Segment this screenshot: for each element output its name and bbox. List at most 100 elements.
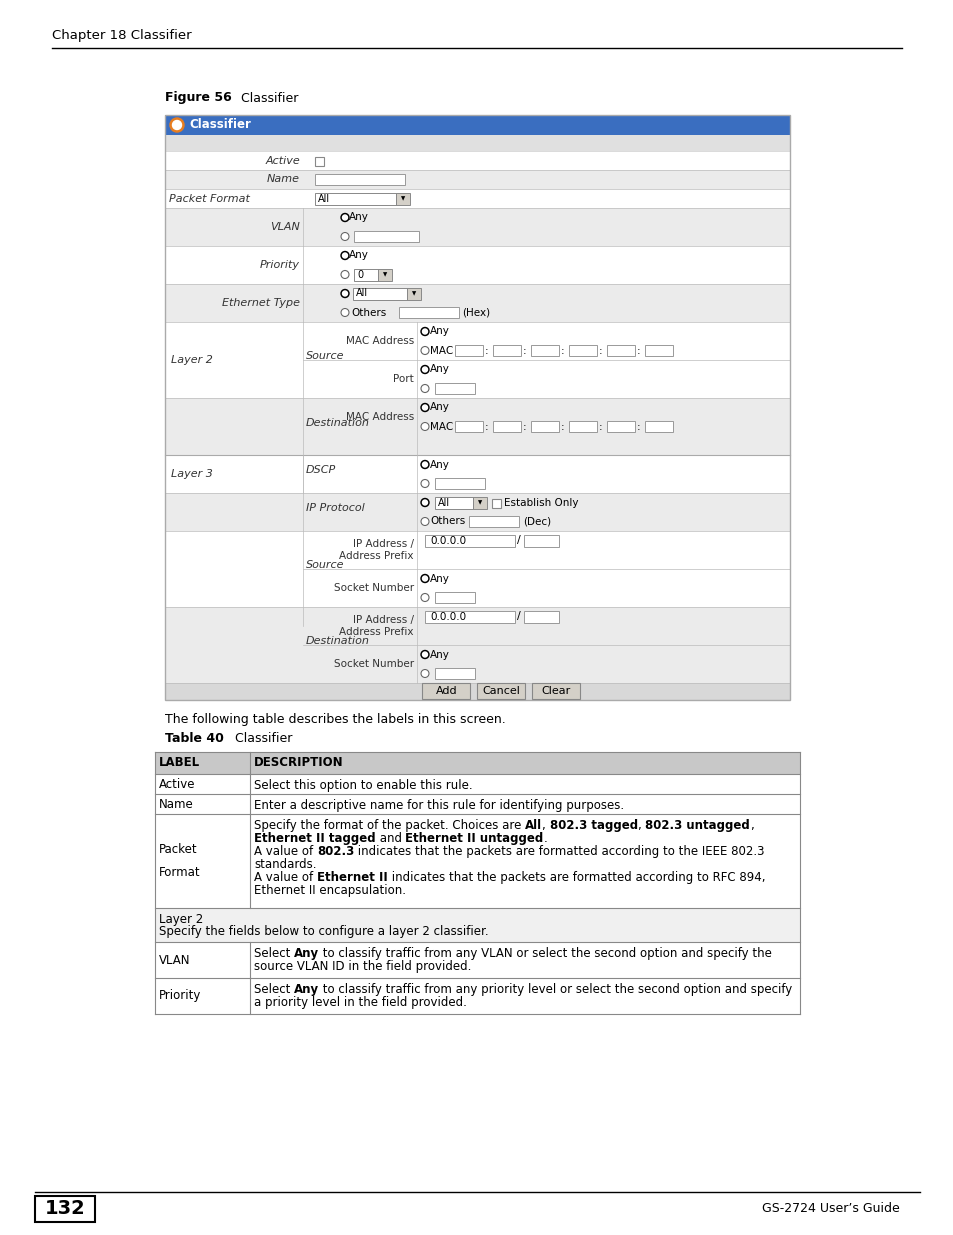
Text: ▼: ▼ — [412, 291, 416, 296]
Bar — [314, 157, 324, 165]
Text: 132: 132 — [45, 1199, 85, 1219]
Text: All: All — [524, 819, 541, 832]
Text: Any: Any — [430, 403, 450, 412]
Bar — [435, 478, 484, 489]
Text: Socket Number: Socket Number — [334, 583, 414, 593]
Bar — [165, 493, 789, 531]
Circle shape — [342, 215, 347, 220]
Circle shape — [340, 252, 349, 259]
Text: Any: Any — [430, 573, 450, 583]
Text: DESCRIPTION: DESCRIPTION — [253, 757, 343, 769]
Text: MAC Address: MAC Address — [345, 412, 414, 422]
Text: VLAN: VLAN — [270, 222, 299, 232]
Text: Others: Others — [351, 308, 386, 317]
Bar — [644, 345, 672, 356]
Bar — [314, 157, 324, 165]
Text: :: : — [484, 421, 488, 431]
Bar — [154, 774, 800, 794]
Text: :: : — [484, 346, 488, 356]
Text: Clear: Clear — [541, 687, 571, 697]
Text: 0: 0 — [356, 269, 363, 279]
Bar — [154, 752, 800, 774]
Bar — [435, 478, 484, 489]
Bar — [455, 420, 482, 431]
Text: Destination: Destination — [306, 636, 370, 646]
Text: 0.0.0.0: 0.0.0.0 — [430, 536, 466, 546]
Text: IP Address /
Address Prefix: IP Address / Address Prefix — [339, 615, 414, 637]
Text: IP Address /
Address Prefix: IP Address / Address Prefix — [339, 540, 414, 561]
Bar — [469, 515, 518, 526]
Bar — [165, 284, 789, 322]
Bar — [435, 667, 475, 678]
Text: Port: Port — [393, 374, 414, 384]
Text: A value of: A value of — [253, 871, 316, 884]
Bar — [424, 535, 515, 547]
Text: ▼: ▼ — [382, 272, 387, 277]
Bar — [435, 496, 473, 509]
Text: .: . — [543, 832, 547, 845]
Text: ,: , — [749, 819, 753, 832]
Circle shape — [420, 366, 429, 373]
Text: MAC: MAC — [430, 346, 453, 356]
Bar — [353, 288, 407, 300]
Text: /: / — [517, 536, 520, 546]
Text: DSCP: DSCP — [306, 466, 335, 475]
Text: GS-2724 User’s Guide: GS-2724 User’s Guide — [761, 1203, 899, 1215]
Circle shape — [420, 594, 429, 601]
Circle shape — [420, 461, 429, 468]
Text: Name: Name — [159, 798, 193, 810]
Bar — [644, 420, 672, 431]
Bar — [154, 794, 800, 814]
Bar — [477, 683, 525, 699]
Text: and: and — [375, 832, 405, 845]
Text: Classifier: Classifier — [233, 91, 298, 105]
Text: Packet Format: Packet Format — [169, 194, 250, 204]
Text: LABEL: LABEL — [159, 757, 200, 769]
Bar — [165, 135, 789, 151]
Bar — [424, 610, 515, 622]
Circle shape — [340, 289, 349, 298]
Text: standards.: standards. — [253, 858, 316, 871]
Bar — [455, 345, 482, 356]
Bar — [165, 398, 789, 454]
Bar — [531, 420, 558, 431]
Bar — [165, 115, 789, 135]
Text: Layer 2: Layer 2 — [171, 354, 213, 366]
Text: Any: Any — [430, 459, 450, 469]
Text: Name: Name — [267, 174, 299, 184]
Text: ▼: ▼ — [477, 500, 481, 505]
Text: a priority level in the field provided.: a priority level in the field provided. — [253, 995, 466, 1009]
Bar — [353, 288, 407, 300]
Text: MAC Address: MAC Address — [345, 336, 414, 346]
Text: 802.3 untagged: 802.3 untagged — [644, 819, 749, 832]
Bar — [35, 1195, 95, 1221]
Bar — [523, 610, 558, 622]
Text: :: : — [598, 346, 602, 356]
Bar — [35, 1195, 95, 1221]
Bar — [377, 268, 392, 280]
Text: Any: Any — [294, 983, 319, 995]
Bar — [165, 531, 789, 606]
Bar — [354, 268, 377, 280]
Bar — [568, 420, 597, 431]
Text: Others: Others — [430, 516, 465, 526]
Text: Socket Number: Socket Number — [334, 659, 414, 669]
Bar — [165, 189, 789, 207]
Bar — [354, 231, 418, 242]
Bar — [493, 420, 520, 431]
Circle shape — [420, 327, 429, 336]
Text: Select: Select — [253, 983, 294, 995]
Text: indicates that the packets are formatted according to RFC 894,: indicates that the packets are formatted… — [387, 871, 764, 884]
Text: Cancel: Cancel — [482, 687, 520, 697]
Bar — [154, 814, 800, 908]
Text: ▼: ▼ — [400, 196, 405, 201]
Bar — [606, 345, 635, 356]
Bar — [398, 306, 458, 317]
Bar — [531, 345, 558, 356]
Bar — [354, 268, 377, 280]
Bar — [492, 499, 500, 508]
Bar — [354, 231, 418, 242]
Text: A value of: A value of — [253, 845, 316, 858]
Text: Ethernet II: Ethernet II — [316, 871, 387, 884]
Bar — [314, 193, 395, 205]
